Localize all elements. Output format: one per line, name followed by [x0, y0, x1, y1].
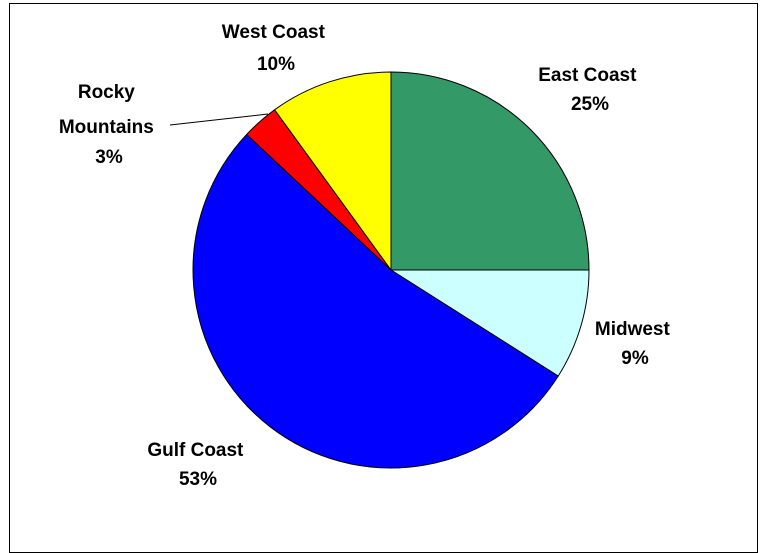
label-midwest: Midwest 9% — [595, 319, 675, 369]
rocky-mountains-leader-line — [169, 113, 269, 126]
label-midwest-percent: 9% — [621, 348, 649, 369]
label-east-coast-name: East Coast — [538, 65, 637, 86]
slice-west-coast — [273, 71, 392, 272]
label-gulf-coast-name: Gulf Coast — [147, 440, 244, 461]
label-gulf-coast: Gulf Coast 53% — [147, 440, 248, 490]
label-east-coast: East Coast 25% — [538, 65, 641, 115]
label-rocky-mountains-name-2: Mountains — [59, 117, 154, 138]
label-rocky-mountains: Rocky Mountains 3% — [59, 82, 159, 168]
label-midwest-name: Midwest — [595, 319, 671, 340]
label-west-coast: West Coast 10% — [222, 22, 330, 75]
pie-slices — [192, 71, 590, 469]
label-west-coast-name: West Coast — [222, 22, 326, 43]
label-east-coast-percent: 25% — [571, 94, 609, 115]
label-rocky-mountains-name-1: Rocky — [78, 82, 135, 103]
label-west-coast-percent: 10% — [257, 54, 295, 75]
label-rocky-mountains-percent: 3% — [95, 147, 123, 168]
slice-gulf-coast — [192, 133, 559, 469]
label-gulf-coast-percent: 53% — [179, 469, 217, 490]
slice-east-coast — [390, 71, 590, 271]
slice-midwest — [389, 269, 590, 377]
